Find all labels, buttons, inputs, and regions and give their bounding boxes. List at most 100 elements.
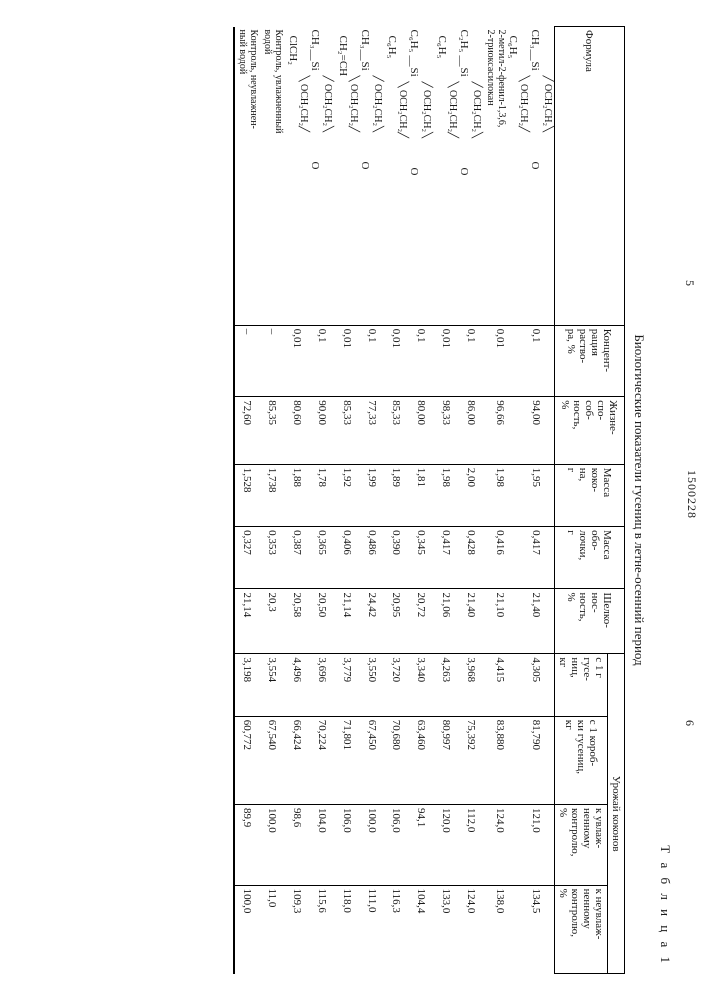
cell-cocoon-mass: 1,738 (260, 464, 285, 526)
cell-y2: 70,680 (384, 716, 409, 804)
cell-vitality: 98,33 (433, 397, 458, 465)
document-number: 1500228 (684, 470, 699, 519)
cell-shell-mass: 0,390 (384, 527, 409, 589)
cell-y3: 120,0 (433, 805, 458, 886)
cell-conc: 0,01 (433, 325, 458, 396)
cell-y1: 3,968 (458, 654, 483, 716)
cell-y1: 3,340 (409, 654, 434, 716)
cell-shell-mass: 0,327 (234, 527, 260, 589)
cell-cocoon-mass: 1,95 (518, 464, 554, 526)
cell-cocoon-mass: 1,92 (334, 464, 359, 526)
cell-conc: – (260, 325, 285, 396)
cell-vitality: 77,33 (359, 397, 384, 465)
data-table: Формула Концент- рация раство- ра, % Жиз… (233, 26, 625, 974)
cell-shell-mass: 0,365 (310, 527, 335, 589)
formula-cell: C₂H₅ — Si ╱ OCH₂CH₂╲ ╲ OCH₂CH₂╱ O C₆H₅ (433, 27, 483, 326)
cell-vitality: 96,66 (483, 397, 518, 465)
cell-y4: 134,5 (518, 885, 554, 973)
cell-cocoon-mass: 1,98 (483, 464, 518, 526)
cell-shell-mass: 0,417 (518, 527, 554, 589)
cell-cocoon-mass: 1,528 (234, 464, 260, 526)
cell-cocoon-mass: 1,98 (433, 464, 458, 526)
cell-conc: 0,1 (359, 325, 384, 396)
cell-cocoon-mass: 1,81 (409, 464, 434, 526)
cell-cocoon-mass: 1,78 (310, 464, 335, 526)
cell-shell-mass: 0,345 (409, 527, 434, 589)
cell-y3: 104,0 (310, 805, 335, 886)
cell-vitality: 72,60 (234, 397, 260, 465)
cell-y3: 106,0 (334, 805, 359, 886)
cell-y2: 81,790 (518, 716, 554, 804)
cell-silk: 20,50 (310, 589, 335, 654)
cell-shell-mass: 0,416 (483, 527, 518, 589)
cell-y4: 100,0 (234, 885, 260, 973)
cell-vitality: 90,00 (310, 397, 335, 465)
cell-shell-mass: 0,387 (285, 527, 310, 589)
cell-conc: 0,1 (518, 325, 554, 396)
cell-vitality: 94,00 (518, 397, 554, 465)
table-header: Формула Концент- рация раство- ра, % Жиз… (554, 27, 624, 974)
col-y-per-g: с 1 г гусе- ниц, кг (554, 654, 607, 716)
col-cocoon-mass: Масса коко- на, г (554, 464, 624, 526)
table-bottom-rule (233, 27, 234, 974)
cell-conc: 0,1 (310, 325, 335, 396)
cell-conc: 0,1 (458, 325, 483, 396)
col-formula: Формула (554, 27, 624, 326)
col-silk: Шелко- нос- ность, % (554, 589, 624, 654)
cell-y1: 4,415 (483, 654, 518, 716)
cell-silk: 21,10 (483, 589, 518, 654)
col-vitality: Жизне- спо- соб- ность, % (554, 397, 624, 465)
cell-y3: 100,0 (359, 805, 384, 886)
cell-silk: 20,95 (384, 589, 409, 654)
cell-silk: 21,06 (433, 589, 458, 654)
cell-y1: 3,554 (260, 654, 285, 716)
cell-vitality: 80,60 (285, 397, 310, 465)
cell-conc: 0,01 (285, 325, 310, 396)
cell-y4: 118,0 (334, 885, 359, 973)
cell-y1: 3,550 (359, 654, 384, 716)
cell-y2: 80,997 (433, 716, 458, 804)
cell-y4: 111,0 (359, 885, 384, 973)
cell-y2: 75,392 (458, 716, 483, 804)
cell-silk: 20,3 (260, 589, 285, 654)
cell-y2: 83,880 (483, 716, 518, 804)
cell-y2: 67,540 (260, 716, 285, 804)
cell-y3: 98,6 (285, 805, 310, 886)
cell-y4: 116,3 (384, 885, 409, 973)
cell-y3: 121,0 (518, 805, 554, 886)
cell-y4: 115,6 (310, 885, 335, 973)
cell-conc: 0,1 (409, 325, 434, 396)
cell-y2: 70,224 (310, 716, 335, 804)
cell-cocoon-mass: 1,99 (359, 464, 384, 526)
table-row-control: Контроль, увлажненныйводой – 85,35 1,738… (260, 27, 285, 974)
table-row: C₂H₅ — Si ╱ OCH₂CH₂╲ ╲ OCH₂CH₂╱ O C₆H₅ 0… (458, 27, 483, 974)
cell-vitality: 85,33 (384, 397, 409, 465)
cell-silk: 21,14 (234, 589, 260, 654)
table-label: Т а б л и ц а 1 (657, 845, 673, 966)
cell-y1: 4,496 (285, 654, 310, 716)
table-caption: Биологические показатели гусениц в летне… (631, 26, 647, 974)
cell-y1: 4,263 (433, 654, 458, 716)
cell-cocoon-mass: 1,88 (285, 464, 310, 526)
formula-cell: CH₃ — Si ╱ OCH₂CH₂╲ ╲ OCH₂CH₂╱ O CH₂=CH (334, 27, 384, 326)
table-body: CH₃ — Si ╱ OCH₂CH₂╲ ╲ OCH₂CH₂╱ O C₆H₅ 2-… (233, 27, 554, 974)
cell-y1: 3,696 (310, 654, 335, 716)
table-row: CH₃ — Si ╱ OCH₂CH₂╲ ╲ OCH₂CH₂╱ O ClCH₂ 0… (310, 27, 335, 974)
control-label: Контроль, увлажненныйводой (260, 27, 285, 326)
cell-y4: 138,0 (483, 885, 518, 973)
cell-shell-mass: 0,486 (359, 527, 384, 589)
cell-y1: 3,198 (234, 654, 260, 716)
page-root: 5 1500228 6 Т а б л и ц а 1 Биологически… (0, 0, 707, 1000)
cell-y3: 94,1 (409, 805, 434, 886)
cell-y3: 106,0 (384, 805, 409, 886)
cell-y1: 4,305 (518, 654, 554, 716)
cell-vitality: 80,00 (409, 397, 434, 465)
cell-y2: 60,772 (234, 716, 260, 804)
cell-silk: 20,58 (285, 589, 310, 654)
cell-y1: 3,779 (334, 654, 359, 716)
cell-silk: 21,40 (518, 589, 554, 654)
cell-y3: 100,0 (260, 805, 285, 886)
cell-y4: 124,0 (458, 885, 483, 973)
cell-silk: 21,40 (458, 589, 483, 654)
formula-cell: CH₃ — Si ╱ OCH₂CH₂╲ ╲ OCH₂CH₂╱ O C₆H₅ 2-… (483, 27, 554, 326)
